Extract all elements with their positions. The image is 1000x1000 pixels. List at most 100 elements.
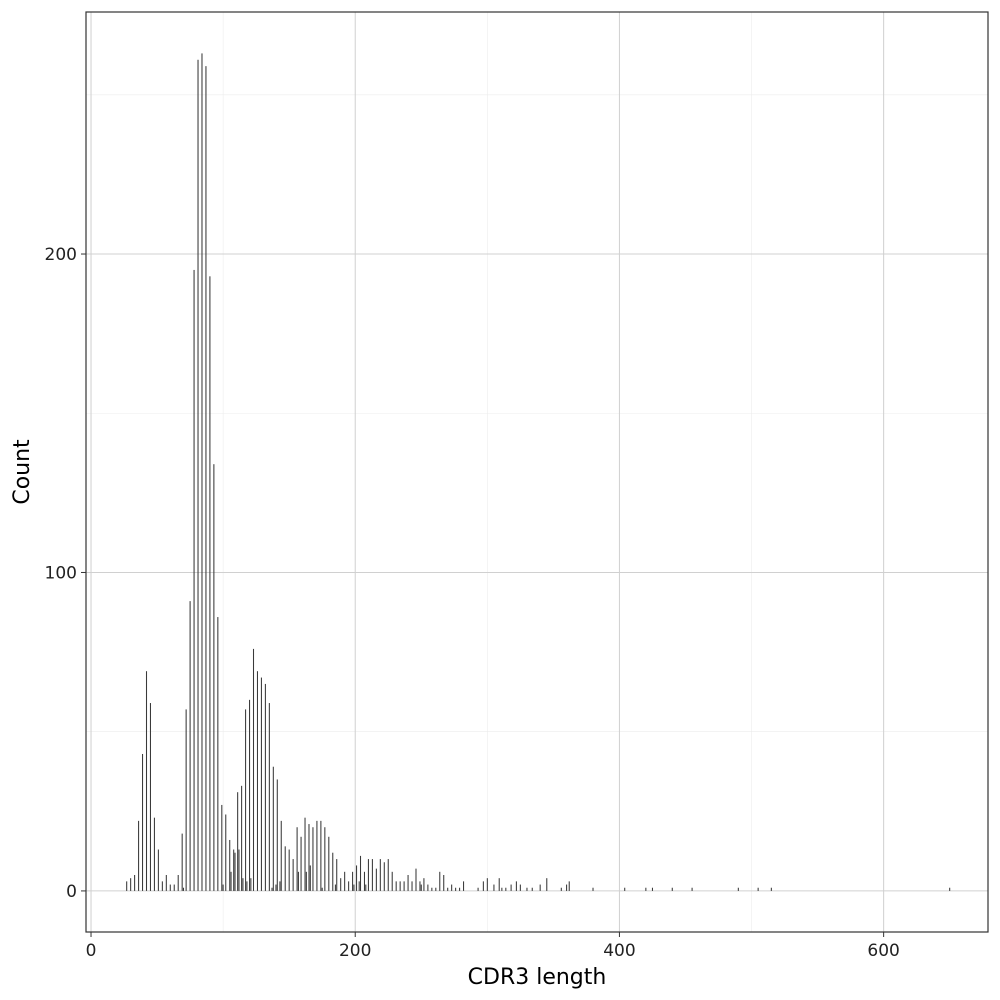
bar [126,881,128,891]
bar [352,871,354,891]
bar [387,859,389,891]
bar [645,887,647,891]
bar [177,874,179,891]
plot-background [86,12,988,932]
y-tick-label: 200 [45,245,77,265]
bar [624,887,626,891]
bar [411,881,413,891]
bar [403,881,405,891]
bar [201,53,203,891]
x-axis-title: CDR3 length [468,965,607,990]
bar [757,887,759,891]
bar [651,887,653,891]
bar [515,881,517,891]
bar [566,884,568,891]
bar [367,859,369,891]
bar [182,887,185,891]
bar [435,887,437,891]
bar [309,865,311,891]
bar [419,881,421,891]
bar [237,792,239,891]
bar [568,881,570,891]
bar [250,878,252,891]
bar [407,874,409,891]
bar [316,820,318,891]
bar [493,884,495,891]
bar [949,887,951,891]
bar [222,884,224,891]
bar [169,884,171,891]
bar [359,855,362,891]
bar [477,887,479,891]
bar [209,276,211,891]
bar [268,703,270,891]
bar [297,871,299,891]
bar [173,884,175,891]
x-tick-label: 0 [86,941,97,961]
bar [221,804,223,891]
bar [308,824,310,891]
bar [526,887,528,891]
y-tick-label: 100 [45,563,77,583]
bar [304,817,306,891]
bar [193,269,195,891]
bar [197,59,199,891]
bar [305,871,307,891]
bar [213,464,215,891]
bar [324,827,326,891]
bar [560,887,562,891]
bar [371,859,373,891]
bar [340,878,342,891]
bar [134,874,136,891]
bar [455,887,457,891]
bar [498,878,500,891]
bar [592,887,594,891]
bar [276,779,278,891]
bar [505,887,507,891]
bar [292,859,294,891]
bar [249,699,251,891]
bar [275,884,277,891]
bar [510,884,512,891]
bar [332,852,334,891]
bar [423,878,425,891]
bar [336,859,338,891]
bar [463,881,465,891]
x-tick-label: 200 [339,941,371,961]
bar [296,827,298,891]
bar [142,753,144,891]
bar [365,884,367,891]
bar [205,66,207,891]
bar [260,677,262,891]
bar [363,871,366,891]
bar [181,833,183,891]
bar [229,839,231,891]
x-tick-label: 600 [867,941,899,961]
bar [356,865,358,891]
bar [395,881,397,891]
bar [358,881,360,891]
bar [420,884,422,891]
bar [439,871,441,891]
bar [161,881,163,891]
bar [245,709,247,891]
bar [157,849,159,891]
bar [443,874,445,891]
bar [252,648,255,891]
bar [539,884,541,891]
bar [546,878,548,891]
bar [671,887,673,891]
plot-border [85,11,989,933]
bar [165,874,167,891]
bar [300,836,302,891]
bar [185,709,187,891]
bar [375,868,377,891]
bar [427,884,429,891]
bar [353,884,355,891]
y-axis-title: Count [10,439,35,505]
bar [519,884,521,891]
x-tick-label: 400 [603,941,635,961]
bar [225,814,227,891]
